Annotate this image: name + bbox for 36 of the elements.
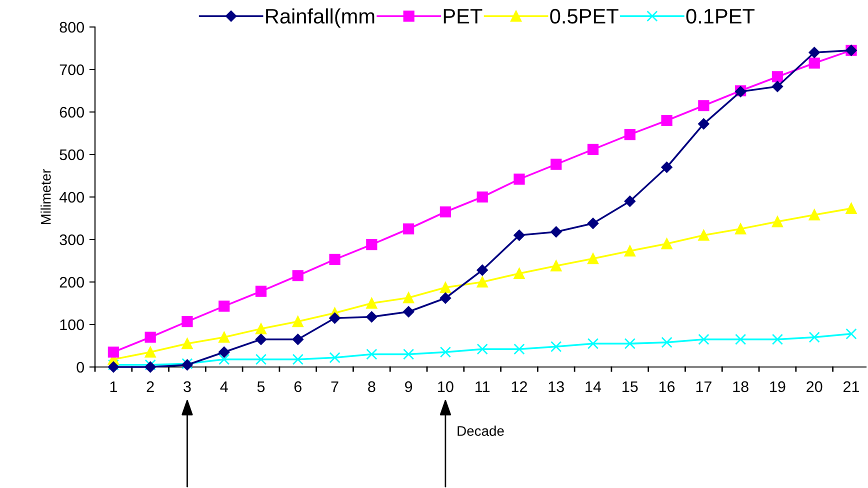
x-tick-label: 19 xyxy=(770,381,786,392)
x-tick-label: 15 xyxy=(622,381,638,392)
x-tick-label: 9 xyxy=(405,381,412,392)
x-tick-label: 5 xyxy=(257,381,265,392)
y-axis-title: Milimeter xyxy=(40,169,51,224)
x-tick-label: 17 xyxy=(696,381,712,392)
x-tick-label: 4 xyxy=(220,381,228,392)
x-tick-label: 14 xyxy=(586,381,602,392)
legend-label: 0.1PET xyxy=(686,8,755,24)
x-tick-label: 1 xyxy=(110,381,117,392)
x-tick-label: 20 xyxy=(806,381,822,392)
x-tick-label: 2 xyxy=(146,381,154,392)
legend-label: Rainfall(mm xyxy=(266,8,374,28)
x-tick-label: 6 xyxy=(294,381,302,392)
legend-label: PET xyxy=(444,9,482,24)
y-tick-label: 300 xyxy=(60,234,84,246)
y-tick-label: 400 xyxy=(59,192,84,203)
y-tick-label: 600 xyxy=(60,106,84,118)
x-axis-title: Decade xyxy=(458,426,504,436)
legend-label: 0.5PET xyxy=(550,8,618,24)
y-tick-label: 200 xyxy=(60,276,84,288)
x-tick-label: 18 xyxy=(733,381,748,392)
x-tick-label: 13 xyxy=(548,381,564,392)
x-tick-label: 10 xyxy=(438,381,454,392)
y-tick-label: 700 xyxy=(60,64,84,76)
x-tick-label: 3 xyxy=(184,381,191,392)
x-tick-label: 12 xyxy=(512,381,527,392)
x-tick-label: 21 xyxy=(844,381,859,392)
y-tick-label: 800 xyxy=(60,22,84,33)
x-tick-label: 16 xyxy=(659,381,675,392)
x-tick-label: 7 xyxy=(331,381,338,392)
x-tick-label: 11 xyxy=(476,381,490,392)
y-tick-label: 0 xyxy=(76,362,84,373)
y-tick-label: 500 xyxy=(60,149,84,160)
y-tick-label: 100 xyxy=(60,319,84,330)
x-tick-label: 8 xyxy=(368,381,376,392)
